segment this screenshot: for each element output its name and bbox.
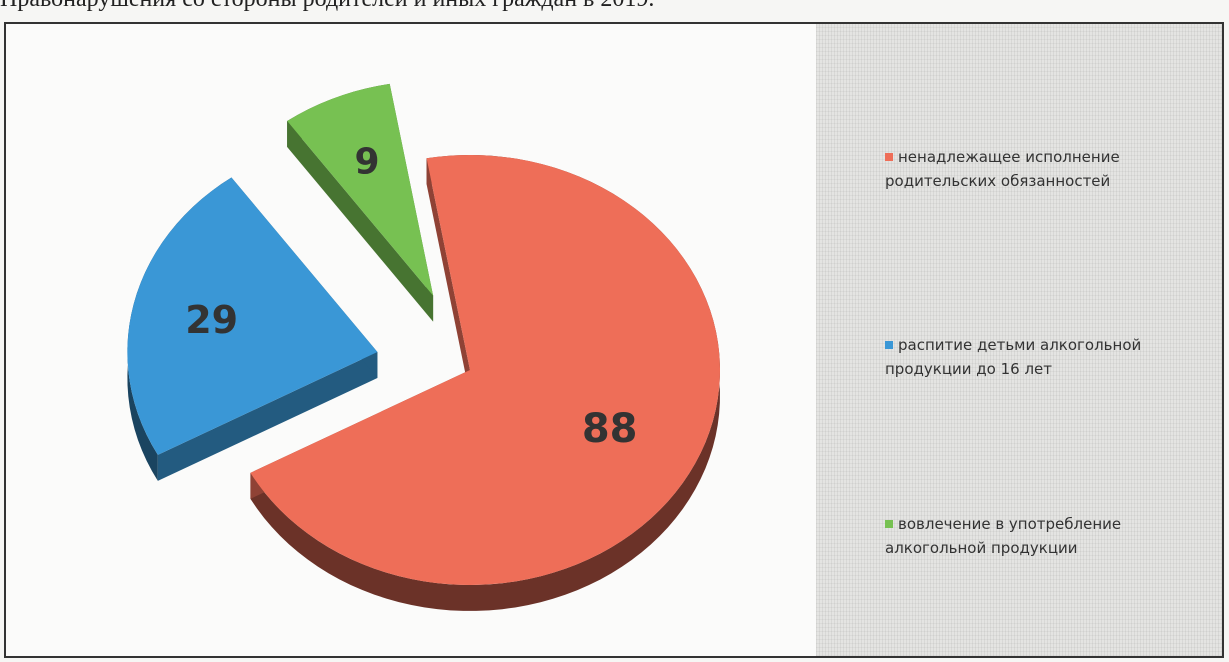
figure-caption: Правонарушения со стороны родителей и ин… <box>0 0 654 13</box>
legend-item-involvement: вовлечение в употребление алкогольной пр… <box>885 512 1205 560</box>
legend-item-neglect: ненадлежащее исполнение родительских обя… <box>885 145 1205 193</box>
legend-label-involvement: вовлечение в употребление алкогольной пр… <box>885 515 1122 557</box>
legend-item-drinking: распитие детьми алкогольной продукции до… <box>885 333 1205 381</box>
legend-swatch-involvement <box>885 520 893 528</box>
pie-value-label-involvement: 9 <box>355 141 380 182</box>
legend-label-neglect: ненадлежащее исполнение родительских обя… <box>885 148 1120 190</box>
pie-value-label-neglect: 88 <box>582 406 638 452</box>
legend-swatch-neglect <box>885 153 893 161</box>
pie-slice-neglect <box>250 155 720 585</box>
legend-panel <box>816 24 1222 656</box>
pie-slice-drinking <box>127 177 378 455</box>
pie-slice-wall-involvement-0 <box>287 121 434 322</box>
legend-label-drinking: распитие детьми алкогольной продукции до… <box>885 336 1142 378</box>
pie-slice-involvement <box>287 83 434 296</box>
pie-slice-wall-neglect-0 <box>426 158 470 396</box>
pie-slice-wall-drinking-0 <box>157 352 378 481</box>
pie-value-label-drinking: 29 <box>185 298 238 342</box>
legend-swatch-drinking <box>885 341 893 349</box>
